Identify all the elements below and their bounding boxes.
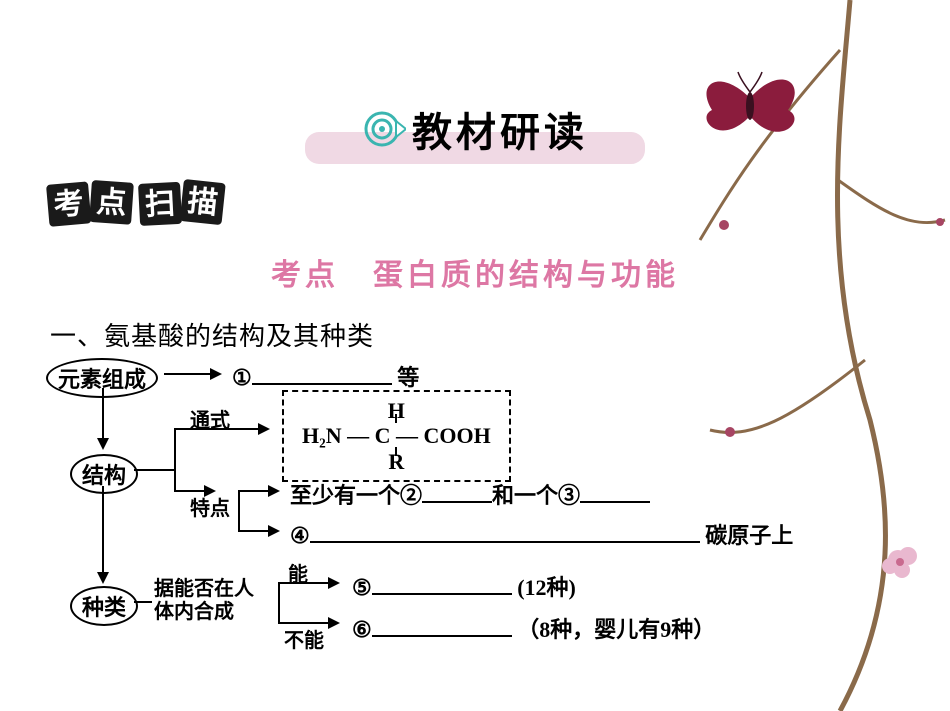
formula-left: H₂N [302, 423, 342, 448]
stamp-char-3: 扫 [144, 187, 176, 222]
arrow-feature-1 [238, 490, 278, 492]
brace-structure-v [174, 428, 176, 490]
concept-diagram: 元素组成 ① 等 结构 通式 H H₂N — C — COOH R 特点 至少有… [46, 358, 906, 678]
label-feature: 特点 [190, 492, 230, 521]
blank-4: ④ 碳原子上 [290, 518, 793, 550]
topic-subtitle: 考点 蛋白质的结构与功能 [0, 250, 950, 294]
node-structure: 结构 [70, 454, 138, 494]
blank-2-3: 至少有一个②和一个③ [290, 478, 650, 510]
label-formula: 通式 [190, 404, 230, 433]
formula-center: C [375, 423, 391, 448]
blank-6: ⑥ （8种，婴儿有9种） [352, 612, 715, 644]
header-title: 教材研读 [412, 100, 588, 158]
label-criterion: 据能否在人 体内合成 [154, 578, 254, 624]
section-heading: 一、氨基酸的结构及其种类 [50, 316, 374, 353]
brace-types-v [278, 582, 280, 624]
stamp-char-1: 考 [52, 187, 85, 222]
arrow-structure-to-types [102, 486, 104, 582]
brace-feature-v [238, 490, 240, 532]
blank-5: ⑤ (12种) [352, 570, 576, 602]
section-stamp: 考 点 扫 描 [46, 178, 230, 230]
formula-box: H H₂N — C — COOH R [282, 390, 511, 482]
target-icon [362, 107, 406, 151]
stamp-char-4: 描 [186, 185, 219, 221]
formula-right: COOH [424, 423, 491, 448]
label-can: 能 [288, 558, 308, 587]
stamp-char-2: 点 [95, 185, 127, 220]
arrow-elements [164, 373, 220, 375]
arrow-feature-2 [238, 530, 278, 532]
arrow-elements-to-structure [102, 388, 104, 448]
label-cannot: 不能 [284, 624, 324, 653]
brace-types-stub [134, 601, 152, 603]
node-types: 种类 [70, 586, 138, 626]
arrow-can [278, 582, 338, 584]
blank-1: ① 等 [232, 360, 419, 392]
page-header: 教材研读 [0, 100, 950, 158]
brace-structure-stub [134, 469, 174, 471]
